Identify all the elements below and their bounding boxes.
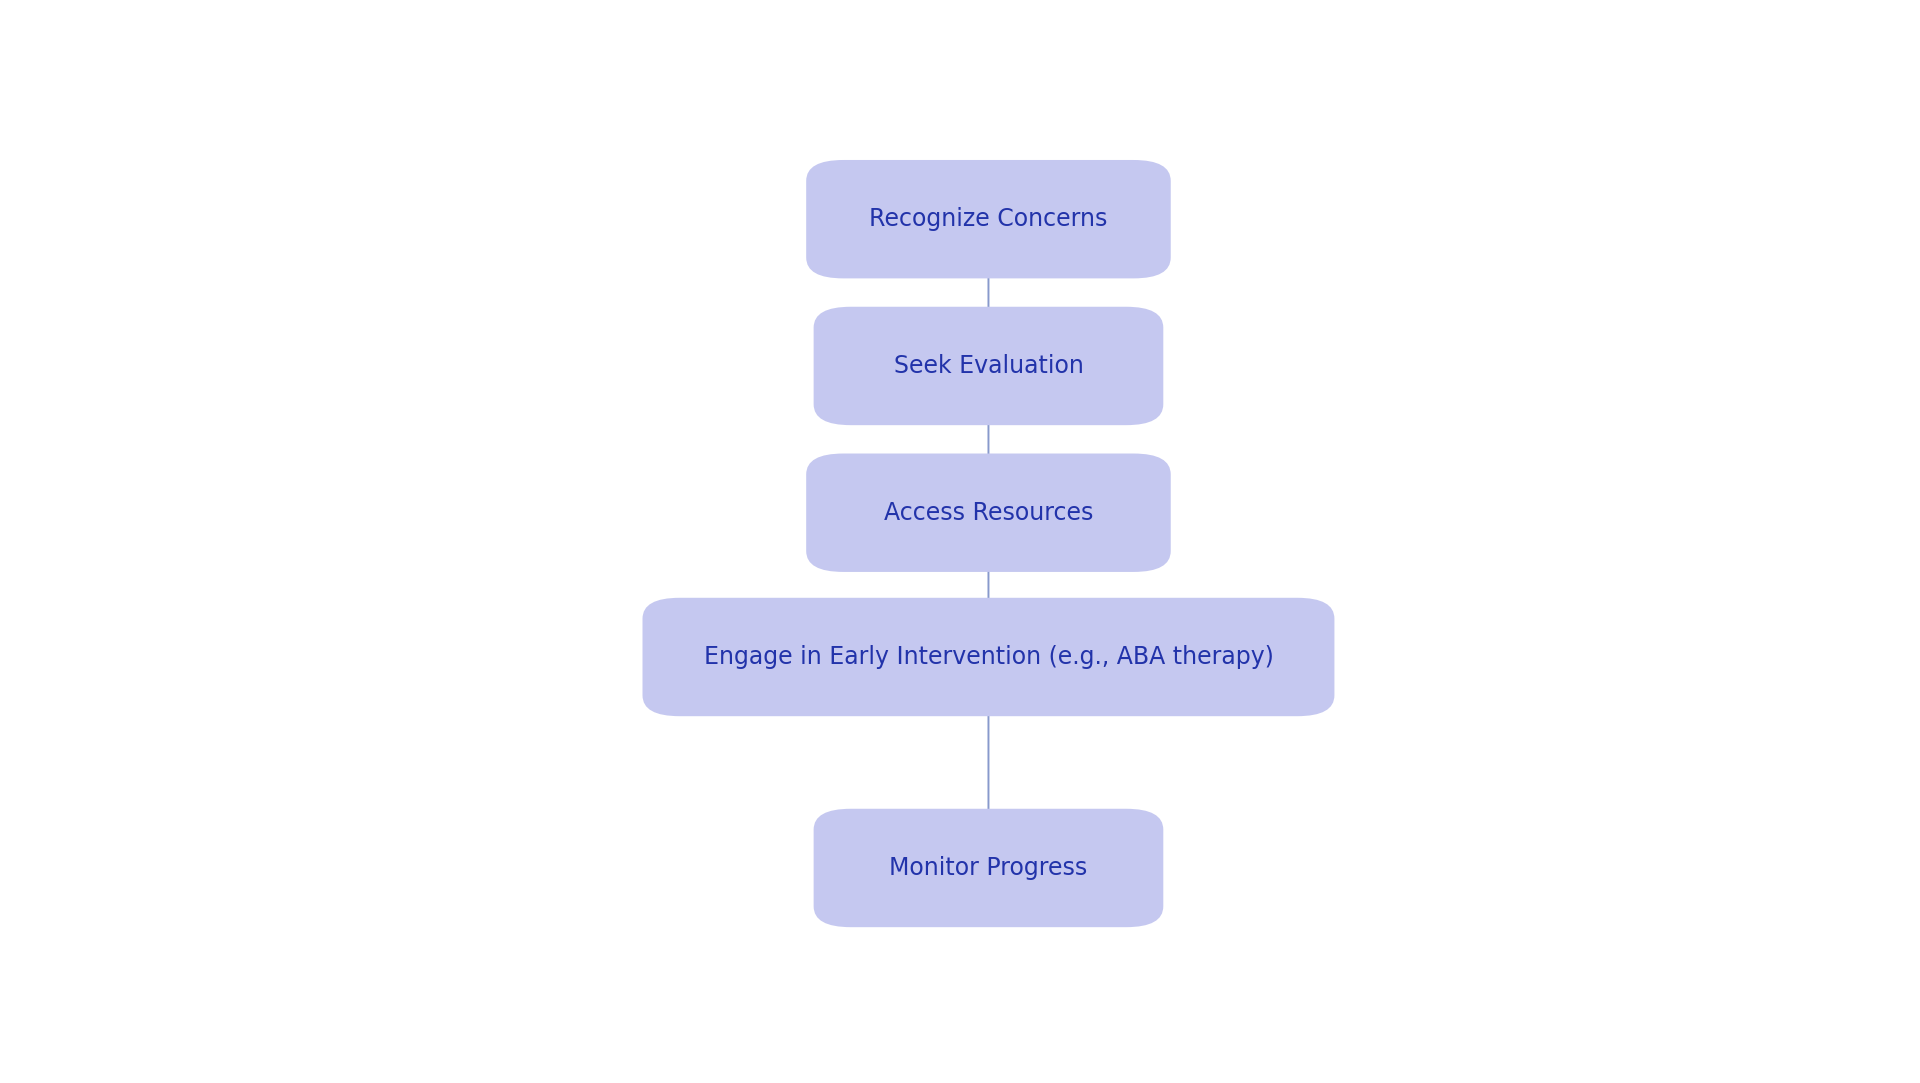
Text: Monitor Progress: Monitor Progress [889, 856, 1087, 880]
FancyBboxPatch shape [814, 809, 1164, 927]
Text: Engage in Early Intervention (e.g., ABA therapy): Engage in Early Intervention (e.g., ABA … [703, 645, 1273, 669]
Text: Access Resources: Access Resources [883, 500, 1092, 525]
FancyBboxPatch shape [806, 454, 1171, 572]
Text: Recognize Concerns: Recognize Concerns [870, 207, 1108, 231]
Text: Seek Evaluation: Seek Evaluation [893, 354, 1083, 378]
FancyBboxPatch shape [814, 306, 1164, 426]
FancyBboxPatch shape [806, 160, 1171, 278]
FancyBboxPatch shape [643, 598, 1334, 716]
